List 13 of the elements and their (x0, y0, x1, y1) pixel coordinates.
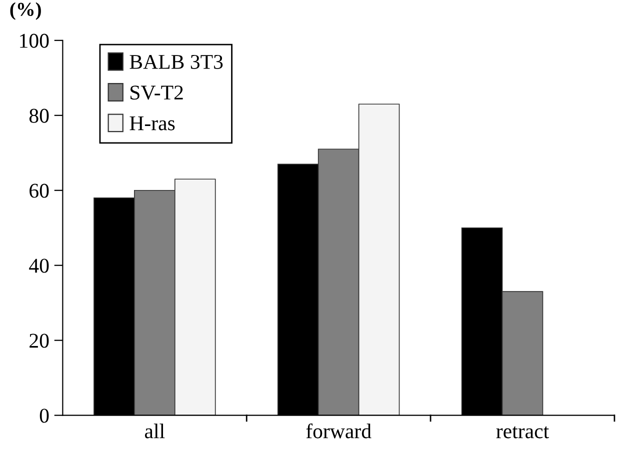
x-tick-label: forward (306, 423, 372, 438)
y-tick-label: 60 (30, 184, 49, 198)
y-tick-label: 80 (29, 108, 49, 123)
y-tick-label: 40 (29, 258, 49, 273)
y-axis-title: (%) (10, 2, 41, 20)
x-tick-label: retract (496, 426, 549, 438)
legend-label: H-ras (130, 116, 175, 130)
y-tick-label: 20 (30, 334, 49, 348)
y-tick-label: 100 (20, 34, 49, 48)
y-tick-label: 0 (40, 408, 49, 423)
legend-label: SV-T2 (130, 86, 183, 100)
legend-label: BALB 3T3 (130, 54, 223, 69)
x-tick-label: all (144, 424, 165, 438)
